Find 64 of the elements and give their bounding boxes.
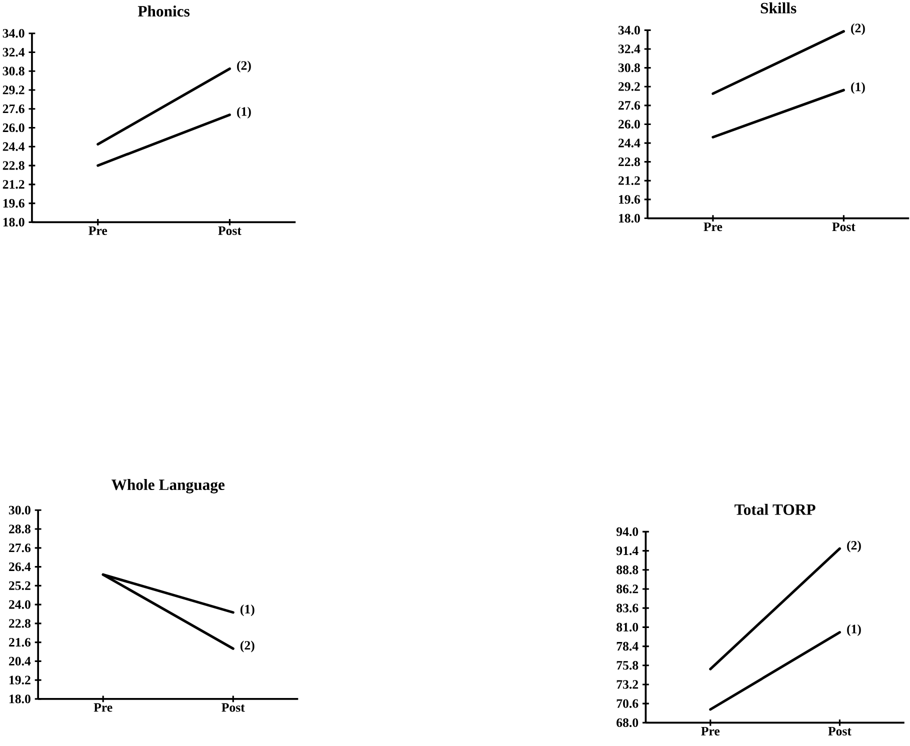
y-tick-label: 27.6 (2, 104, 24, 114)
y-tick-label: 21.2 (2, 180, 24, 189)
y-tick-label: 34.0 (618, 26, 640, 34)
chart-title: Whole Language (112, 478, 225, 494)
y-tick-label: 32.4 (618, 44, 640, 54)
chart-title: Skills (760, 2, 796, 14)
y-tick-label: 30.8 (2, 66, 24, 76)
series-label: (2) (237, 60, 251, 72)
y-tick-label: 29.2 (2, 86, 24, 94)
y-tick-label: 22.8 (2, 161, 24, 170)
x-tick-label: Pre (701, 726, 720, 736)
y-tick-label: 18.0 (10, 694, 30, 704)
y-tick-label: 75.8 (616, 660, 638, 670)
chart-title: Phonics (138, 5, 190, 17)
y-tick-label: 91.4 (616, 546, 638, 556)
y-tick-label: 24.4 (2, 142, 25, 151)
series-label: (2) (240, 640, 254, 652)
y-tick-label: 94.0 (616, 527, 638, 536)
y-tick-label: 81.0 (616, 622, 638, 632)
y-tick-label: 22.8 (618, 157, 640, 166)
y-tick-label: 83.6 (616, 604, 638, 612)
x-tick-label: Post (832, 222, 856, 232)
y-tick-label: 19.2 (10, 676, 30, 684)
y-tick-label: 18.0 (619, 214, 640, 223)
y-tick-label: 24.0 (9, 600, 30, 609)
series-label: (2) (847, 540, 861, 552)
x-tick-label: Pre (704, 222, 722, 232)
y-tick-label: 73.2 (616, 680, 638, 689)
y-tick-label: 26.0 (618, 120, 640, 128)
x-tick-label: Pre (88, 226, 108, 235)
x-tick-label: Pre (94, 703, 112, 712)
x-tick-label: Post (828, 726, 852, 736)
series-label: (1) (851, 82, 865, 94)
y-tick-label: 26.0 (2, 123, 24, 132)
y-tick-label: 21.2 (618, 176, 640, 185)
y-tick-label: 32.4 (2, 48, 25, 56)
y-tick-label: 21.6 (9, 638, 31, 647)
y-tick-label: 20.4 (9, 656, 31, 666)
y-tick-label: 29.2 (618, 82, 640, 91)
series-label: (1) (237, 106, 251, 118)
y-tick-label: 30.8 (618, 63, 640, 72)
y-tick-label: 19.6 (619, 195, 640, 204)
y-tick-label: 26.4 (9, 562, 31, 572)
y-tick-label: 86.2 (616, 584, 638, 594)
y-tick-label: 27.6 (9, 543, 31, 552)
y-tick-label: 68.0 (616, 718, 638, 727)
series-label: (1) (847, 624, 861, 636)
x-tick-label: Post (222, 703, 245, 712)
y-tick-label: 25.2 (9, 581, 30, 590)
y-tick-label: 24.4 (618, 138, 640, 148)
series-label: (2) (851, 23, 865, 35)
y-tick-label: 34.0 (2, 28, 24, 38)
chart-title: Total TORP (734, 504, 816, 515)
y-tick-label: 78.4 (616, 642, 638, 651)
y-tick-label: 28.8 (9, 524, 31, 534)
y-tick-label: 70.6 (616, 699, 638, 708)
series-label: (1) (240, 604, 254, 616)
y-tick-label: 27.6 (618, 100, 640, 110)
x-tick-label: Post (218, 226, 242, 235)
y-tick-label: 22.8 (9, 619, 31, 628)
y-tick-label: 30.0 (8, 506, 30, 514)
y-tick-label: 88.8 (616, 565, 638, 574)
y-tick-label: 19.6 (3, 198, 24, 208)
y-tick-label: 18.0 (3, 218, 24, 226)
